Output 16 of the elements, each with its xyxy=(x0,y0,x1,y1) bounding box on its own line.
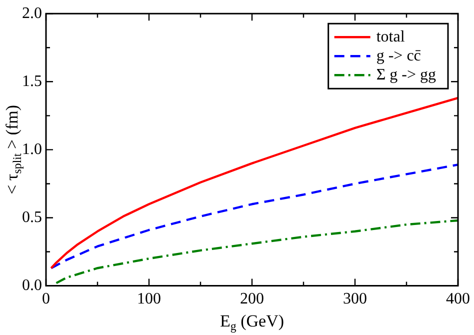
y-tick-label: 0.5 xyxy=(22,208,42,226)
x-tick-label: 200 xyxy=(240,290,264,308)
y-axis-title: < τsplit > (fm) xyxy=(2,104,24,194)
y-tick-label: 0.0 xyxy=(22,277,42,294)
legend-label: g -> cc̄ xyxy=(376,47,422,64)
legend-label: total xyxy=(376,28,406,46)
line-series xyxy=(50,164,458,270)
legend-label: Σ g -> gg xyxy=(376,66,436,84)
x-tick-label: 400 xyxy=(446,290,470,308)
x-tick-label: 100 xyxy=(137,290,161,308)
line-series xyxy=(55,219,458,284)
y-tick-label: 1.5 xyxy=(22,72,42,90)
y-tick-label: 2.0 xyxy=(22,4,42,22)
x-tick-label: 0 xyxy=(42,290,50,308)
y-tick-label: 1.0 xyxy=(22,140,42,158)
x-tick-label: 300 xyxy=(343,290,367,308)
